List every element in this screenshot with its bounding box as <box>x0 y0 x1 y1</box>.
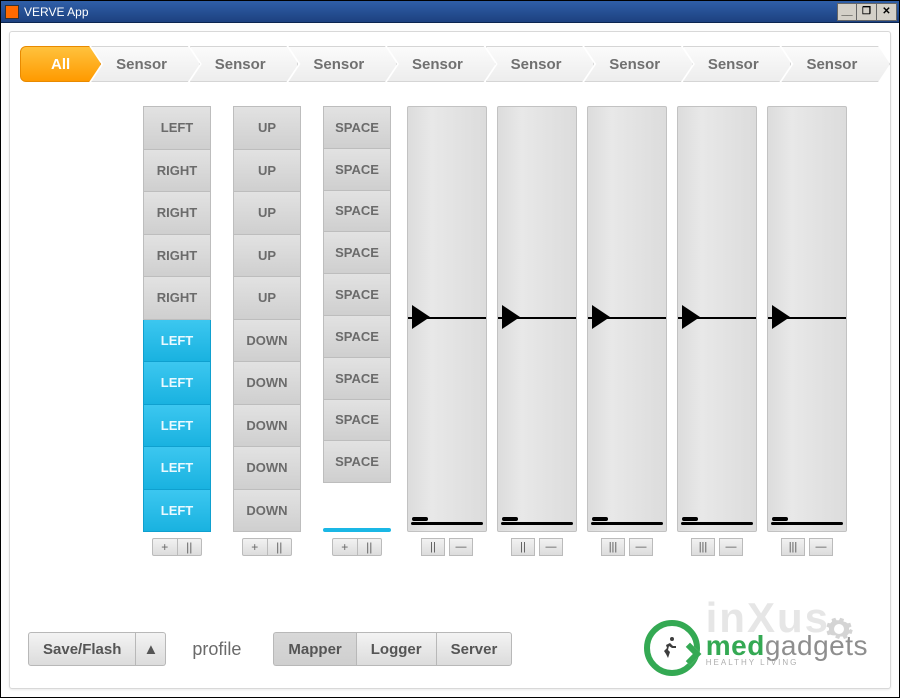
window-minimize-button[interactable]: __ <box>837 3 857 21</box>
save-flash-dropdown-toggle[interactable]: ▲ <box>136 632 166 666</box>
sensor-slider-track[interactable] <box>767 106 847 532</box>
sensor-column-3: SPACESPACESPACESPACESPACESPACESPACESPACE… <box>316 106 398 556</box>
tab-sensor-3[interactable]: Sensor 3 <box>288 46 397 82</box>
add-icon[interactable]: + <box>333 539 357 555</box>
minus-icon[interactable]: — <box>449 538 473 556</box>
sensor-columns: LEFTRIGHTRIGHTRIGHTRIGHTLEFTLEFTLEFTLEFT… <box>20 106 880 556</box>
mode-segment-group: MapperLoggerServer <box>273 632 512 666</box>
sensor-slider-track[interactable] <box>587 106 667 532</box>
map-cell[interactable]: DOWN <box>233 490 301 533</box>
minus-icon[interactable]: — <box>719 538 743 556</box>
tab-all[interactable]: All <box>20 46 101 82</box>
column-mini-controls: +|| <box>242 538 292 556</box>
window-titlebar: VERVE App __ ❐ ✕ <box>1 1 899 23</box>
map-cell[interactable]: SPACE <box>323 232 391 274</box>
sensor-column-2: UPUPUPUPUPDOWNDOWNDOWNDOWNDOWN+|| <box>226 106 308 556</box>
app-icon <box>5 5 19 19</box>
window-close-button[interactable]: ✕ <box>877 3 897 21</box>
map-cell[interactable]: SPACE <box>323 149 391 191</box>
pause-icon[interactable]: || <box>267 539 292 555</box>
map-cell[interactable]: LEFT <box>143 405 211 448</box>
sensor-slider-track[interactable] <box>407 106 487 532</box>
minus-icon[interactable]: — <box>809 538 833 556</box>
tab-sensor-1[interactable]: Sensor 1 <box>91 46 200 82</box>
map-cell[interactable]: UP <box>233 150 301 193</box>
sensor-column-7: |||— <box>676 106 758 556</box>
play-marker-icon <box>412 305 430 329</box>
map-cell[interactable]: SPACE <box>323 191 391 233</box>
column-mini-controls: +|| <box>152 538 202 556</box>
mode-logger-button[interactable]: Logger <box>356 632 436 666</box>
sensor-column-8: |||— <box>766 106 848 556</box>
map-cell[interactable]: RIGHT <box>143 277 211 320</box>
pause-icon[interactable]: || <box>511 538 535 556</box>
map-cell[interactable]: UP <box>233 277 301 320</box>
map-cell[interactable]: SPACE <box>323 274 391 316</box>
tab-sensor-5[interactable]: Sensor 5 <box>486 46 595 82</box>
map-cell[interactable]: UP <box>233 235 301 278</box>
pause-icon[interactable]: || <box>177 539 202 555</box>
pause-icon[interactable]: ||| <box>601 538 625 556</box>
mode-mapper-button[interactable]: Mapper <box>273 632 355 666</box>
map-cell[interactable]: LEFT <box>143 106 211 150</box>
window-restore-button[interactable]: ❐ <box>857 3 877 21</box>
map-cell[interactable]: LEFT <box>143 490 211 533</box>
map-cell[interactable]: SPACE <box>323 316 391 358</box>
pause-icon[interactable]: || <box>357 539 382 555</box>
save-flash-button[interactable]: Save/Flash <box>28 632 136 666</box>
mode-server-button[interactable]: Server <box>436 632 513 666</box>
minus-icon[interactable]: — <box>539 538 563 556</box>
tab-sensor-8[interactable]: Sensor 8 <box>781 46 890 82</box>
tab-sensor-4[interactable]: Sensor 4 <box>387 46 496 82</box>
map-cell[interactable]: UP <box>233 192 301 235</box>
play-marker-icon <box>772 305 790 329</box>
brand-logo: medgadgets HEALTHY LIVING <box>644 620 868 676</box>
sensor-tabs: AllSensor 1Sensor 2Sensor 3Sensor 4Senso… <box>20 46 880 82</box>
map-cell[interactable]: DOWN <box>233 362 301 405</box>
sensor-column-5: ||— <box>496 106 578 556</box>
brand-word-green: med <box>706 630 765 661</box>
map-cell[interactable]: SPACE <box>323 400 391 442</box>
pause-icon[interactable]: ||| <box>691 538 715 556</box>
runner-icon <box>660 636 684 660</box>
map-cell[interactable]: DOWN <box>233 320 301 363</box>
add-icon[interactable]: + <box>243 539 267 555</box>
pause-icon[interactable]: || <box>421 538 445 556</box>
map-cell[interactable]: RIGHT <box>143 192 211 235</box>
pause-icon[interactable]: ||| <box>781 538 805 556</box>
map-cell[interactable]: LEFT <box>143 447 211 490</box>
sensor-column-4: ||— <box>406 106 488 556</box>
map-cell[interactable]: UP <box>233 106 301 150</box>
map-cell[interactable]: DOWN <box>233 405 301 448</box>
map-cell[interactable]: DOWN <box>233 447 301 490</box>
minus-icon[interactable]: — <box>629 538 653 556</box>
window-title: VERVE App <box>24 5 89 19</box>
map-cell[interactable]: SPACE <box>323 358 391 400</box>
accent-bar <box>323 528 391 532</box>
add-icon[interactable]: + <box>153 539 177 555</box>
profile-label: profile <box>192 639 241 660</box>
sensor-column-6: |||— <box>586 106 668 556</box>
column-mini-controls: +|| <box>332 538 382 556</box>
map-cell[interactable]: RIGHT <box>143 150 211 193</box>
map-cell[interactable]: SPACE <box>323 441 391 483</box>
map-cell[interactable]: RIGHT <box>143 235 211 278</box>
sensor-slider-track[interactable] <box>497 106 577 532</box>
tab-sensor-6[interactable]: Sensor 6 <box>584 46 693 82</box>
sensor-column-1: LEFTRIGHTRIGHTRIGHTRIGHTLEFTLEFTLEFTLEFT… <box>136 106 218 556</box>
play-marker-icon <box>592 305 610 329</box>
sensor-slider-track[interactable] <box>677 106 757 532</box>
gear-icon <box>824 614 854 649</box>
tab-sensor-7[interactable]: Sensor 7 <box>683 46 792 82</box>
map-cell[interactable]: LEFT <box>143 362 211 405</box>
map-cell[interactable]: SPACE <box>323 106 391 149</box>
tab-sensor-2[interactable]: Sensor 2 <box>190 46 299 82</box>
play-marker-icon <box>682 305 700 329</box>
map-cell[interactable]: LEFT <box>143 320 211 363</box>
play-marker-icon <box>502 305 520 329</box>
